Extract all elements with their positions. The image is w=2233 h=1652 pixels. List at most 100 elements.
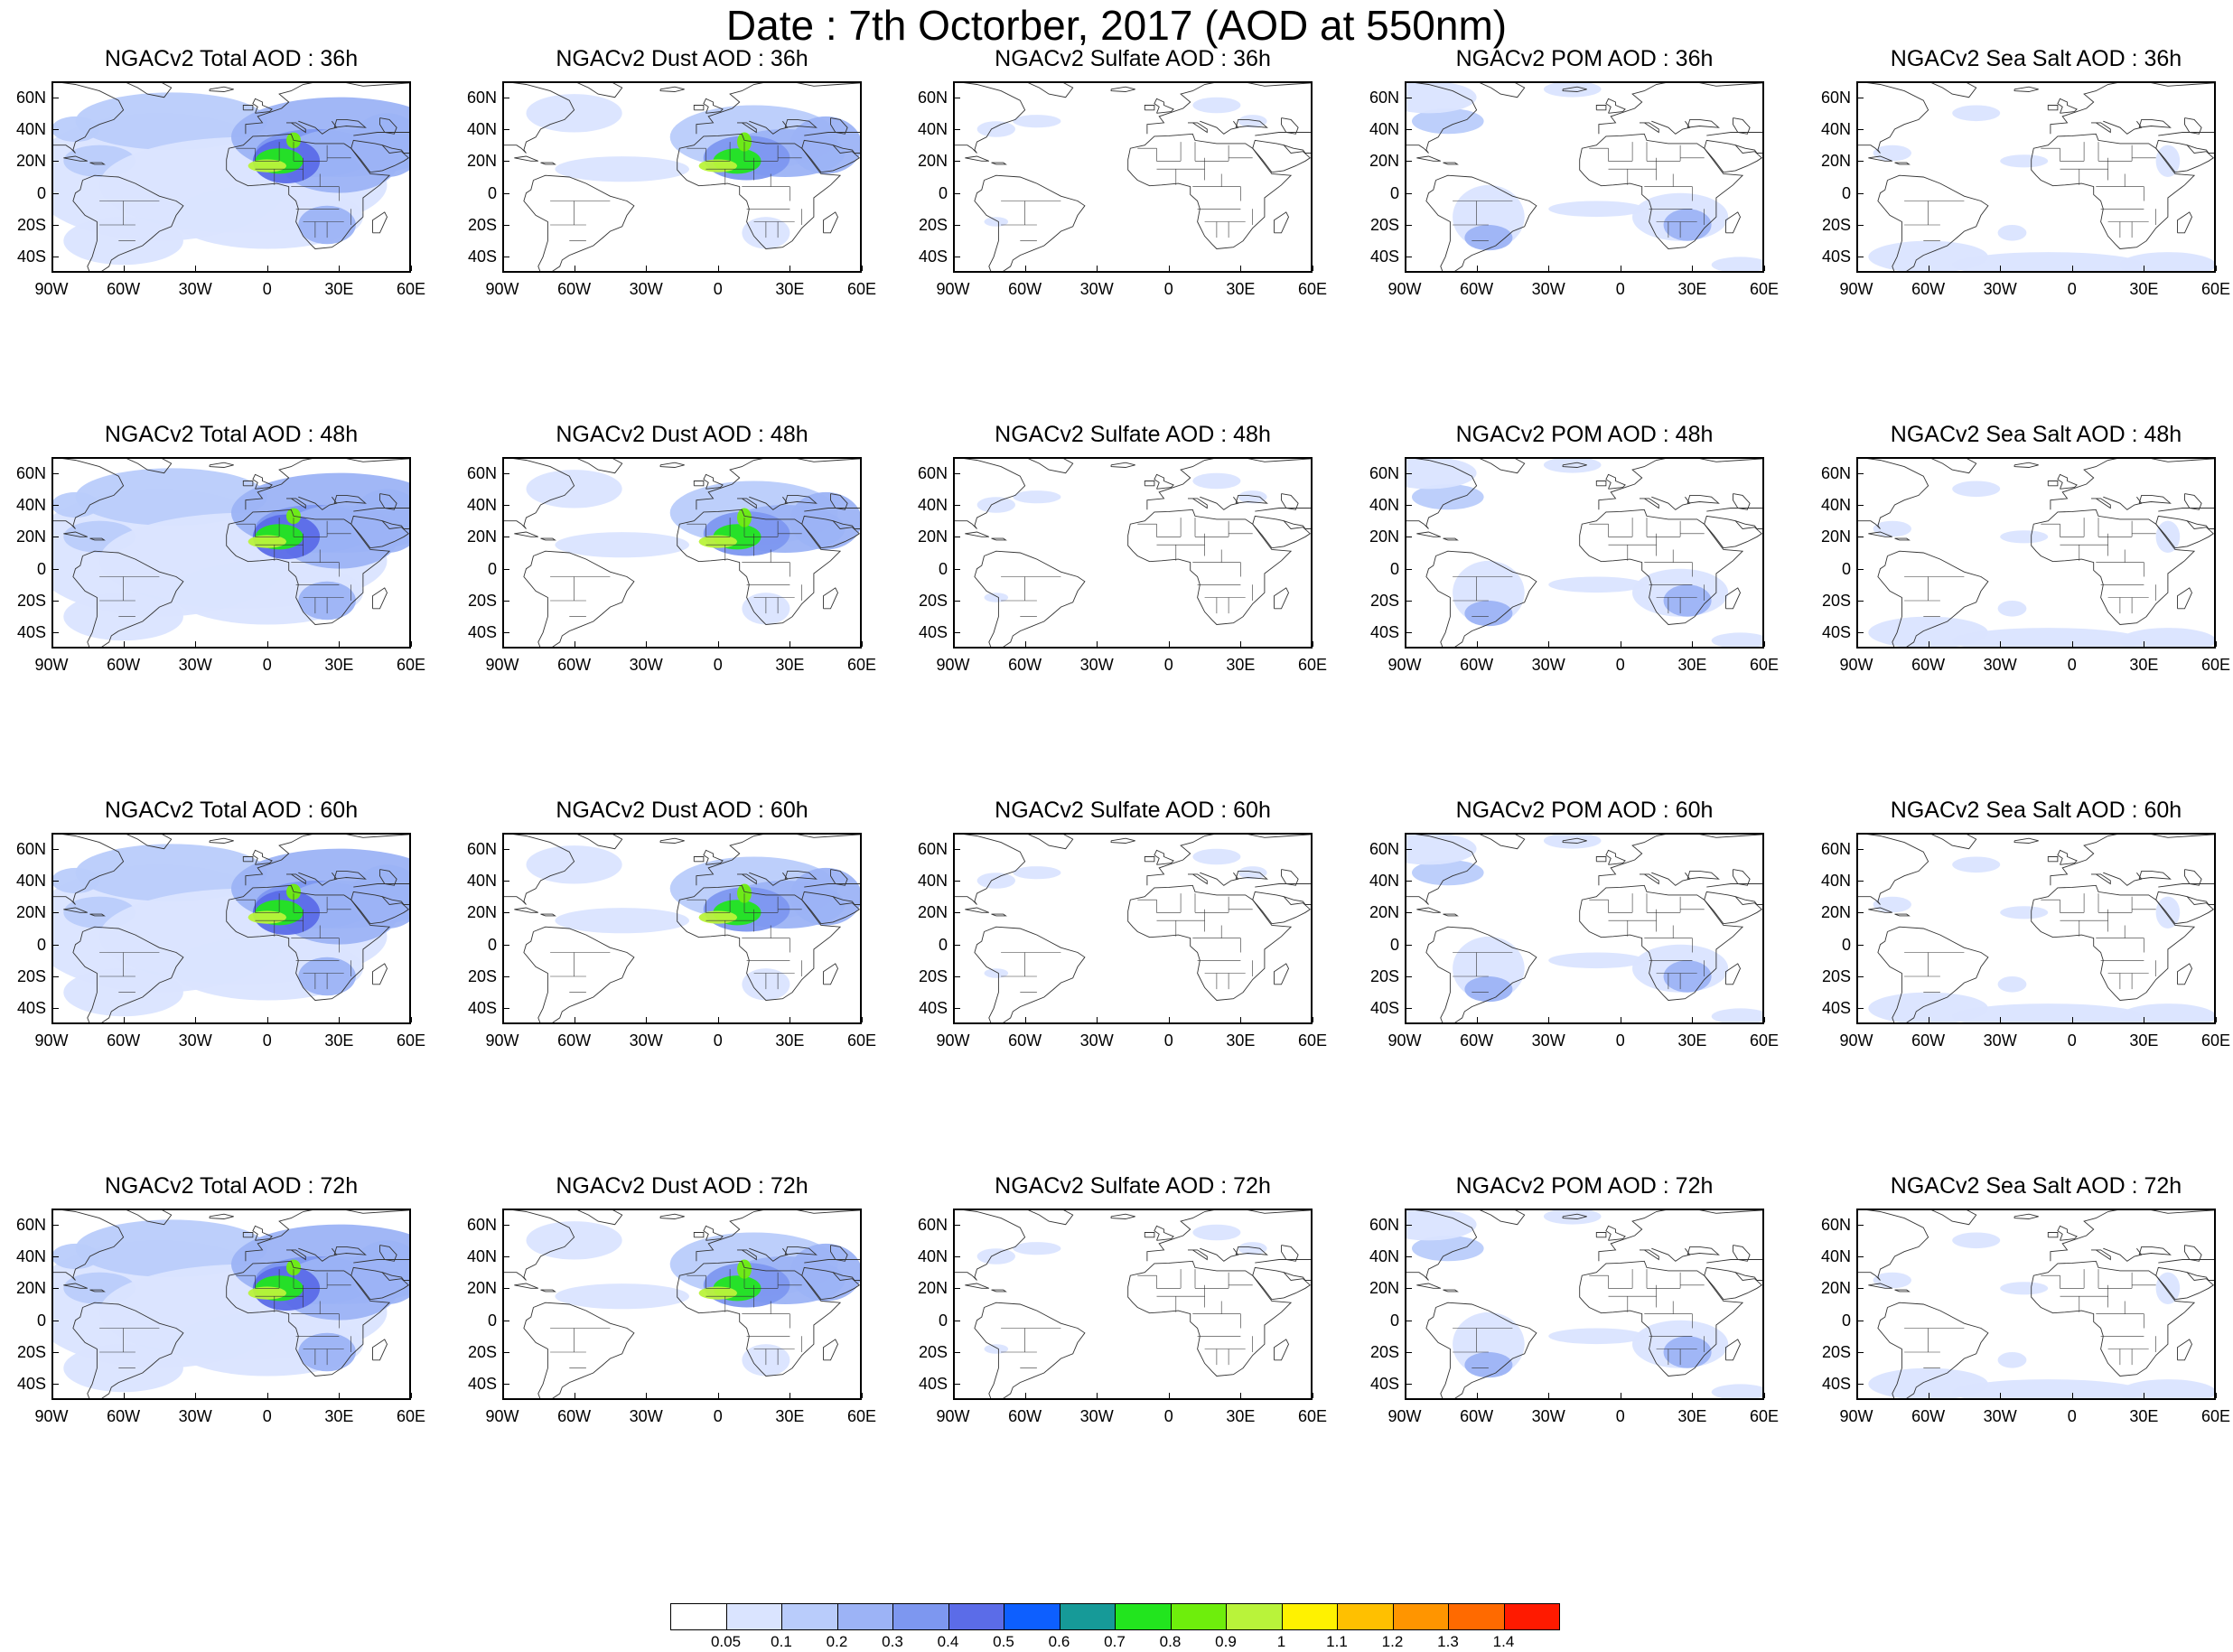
coastline-northAmerica	[53, 83, 125, 154]
coastline-balkans	[2103, 1247, 2143, 1262]
coastline-caspian	[379, 117, 397, 135]
coastline-caspian	[830, 493, 848, 510]
coastline-greenland	[576, 83, 623, 98]
coastline-hispaniola	[1443, 537, 1459, 541]
coastline-blackSea	[784, 118, 818, 128]
lon-tick-label: 90W	[1839, 1031, 1873, 1050]
lat-tick	[53, 848, 59, 850]
lon-tick-label: 30E	[1677, 1031, 1707, 1050]
coastline-ireland	[693, 856, 705, 863]
lat-tick-label: 0	[1841, 1311, 1851, 1330]
lat-tick-label: 60N	[917, 88, 948, 107]
map-panel-seasalt-0: NGACv2 Sea Salt AOD : 36h 60N 40N 20N 0 20S 40…	[1821, 45, 2230, 309]
coastline-balkans	[749, 1247, 789, 1262]
lon-tick	[51, 641, 52, 647]
aod-contour	[526, 1221, 622, 1260]
aod-contour	[976, 121, 1015, 137]
coastline-persianGulf	[1284, 145, 1311, 154]
lon-tick	[2071, 1393, 2073, 1398]
colorbar-swatch	[670, 1603, 727, 1630]
coastlines	[1406, 835, 1762, 1022]
coastline-cuba	[63, 907, 88, 913]
coastline-southAmerica	[1877, 926, 1989, 1022]
coastline-blackSea	[333, 494, 367, 504]
panel-title: NGACv2 Dust AOD : 60h	[556, 798, 808, 823]
colorbar-swatch	[781, 1603, 838, 1630]
aod-contour	[1548, 576, 1645, 593]
coastline-balkans	[2103, 120, 2143, 135]
coastline-ireland	[2047, 856, 2059, 863]
aod-contour	[1663, 960, 1712, 993]
aod-contour	[526, 470, 622, 509]
lat-tick-label: 40S	[16, 623, 46, 642]
aod-contour	[1406, 835, 1477, 865]
coastline-hispaniola	[89, 1289, 106, 1293]
coastline-cuba	[1416, 907, 1441, 913]
aod-contour	[2155, 145, 2181, 177]
lat-tick	[1858, 505, 1864, 506]
map-panel-total-3: NGACv2 Total AOD : 72h 60N 40N 20N 0 20S 40S 90…	[16, 1172, 425, 1436]
map-frame	[1405, 81, 1764, 273]
lon-tick-label: 90W	[485, 1031, 519, 1050]
coastline-iceland	[2013, 86, 2039, 92]
coastline-madagascar	[1274, 587, 1289, 610]
lon-tick	[789, 641, 791, 647]
coastlines	[1858, 83, 2214, 271]
lon-tick-label: 60W	[1008, 1031, 1042, 1050]
coastlines	[53, 83, 409, 271]
coastline-arabia	[1704, 515, 1762, 549]
map-svg	[955, 1210, 1311, 1398]
coastline-europe	[245, 459, 409, 510]
map-svg	[1858, 459, 2214, 647]
lat-tick	[1858, 1224, 1864, 1226]
coastline-balkans	[298, 120, 338, 135]
country-border	[1156, 524, 1182, 537]
lon-tick	[646, 641, 648, 647]
aod-contour	[248, 910, 286, 924]
aod-contour	[1013, 1242, 1061, 1255]
lon-tick	[195, 641, 197, 647]
coastline-mideast	[2158, 883, 2214, 888]
aod-contour	[1711, 257, 1762, 271]
lat-tick-label: 0	[1389, 935, 1399, 954]
panel-title: NGACv2 Sulfate AOD : 72h	[995, 1173, 1271, 1199]
coastline-balkans	[749, 872, 789, 886]
lon-tick	[1168, 266, 1170, 271]
coastline-britain	[252, 473, 273, 490]
aod-contour	[737, 508, 752, 527]
coastline-blackSea	[1686, 870, 1720, 880]
lat-tick-label: 20N	[15, 152, 46, 171]
colorbar-swatch	[1059, 1603, 1116, 1630]
lon-tick-label: 0	[1615, 280, 1625, 298]
lon-tick	[1024, 266, 1026, 271]
lat-tick	[955, 472, 960, 474]
aod-contour	[53, 867, 99, 894]
coastline-europe	[2050, 1210, 2214, 1262]
map-frame	[1856, 81, 2216, 273]
coastline-southAmerica	[1425, 174, 1537, 271]
coastline-southAmerica	[523, 926, 635, 1022]
lat-tick-label: 40N	[1369, 1247, 1399, 1265]
coastline-britain	[1154, 98, 1174, 114]
aod-contour	[1013, 490, 1061, 504]
lat-tick-label: 0	[36, 935, 46, 954]
lat-tick	[53, 601, 59, 602]
aod-contour	[976, 873, 1015, 889]
coastline-africa	[1127, 884, 1293, 1001]
lon-tick	[1856, 1393, 1857, 1398]
lat-tick	[955, 1256, 960, 1257]
map-frame	[502, 833, 862, 1024]
lon-tick-label: 60W	[1460, 1407, 1494, 1425]
seasalt-aod-field	[1868, 856, 2214, 1022]
aod-contour	[1412, 108, 1484, 135]
lat-tick-label: 40S	[467, 1375, 497, 1394]
coastline-madagascar	[372, 1339, 388, 1361]
lat-tick-label: 40N	[15, 872, 46, 890]
coastline-britain	[252, 849, 273, 865]
colorbar-swatch	[1337, 1603, 1394, 1630]
lat-tick	[504, 912, 509, 914]
coastline-madagascar	[2177, 587, 2192, 610]
lon-tick-label: 60E	[1297, 1031, 1328, 1050]
lon-tick-label: 30E	[775, 1407, 805, 1425]
lon-tick-label: 30W	[178, 1407, 212, 1425]
